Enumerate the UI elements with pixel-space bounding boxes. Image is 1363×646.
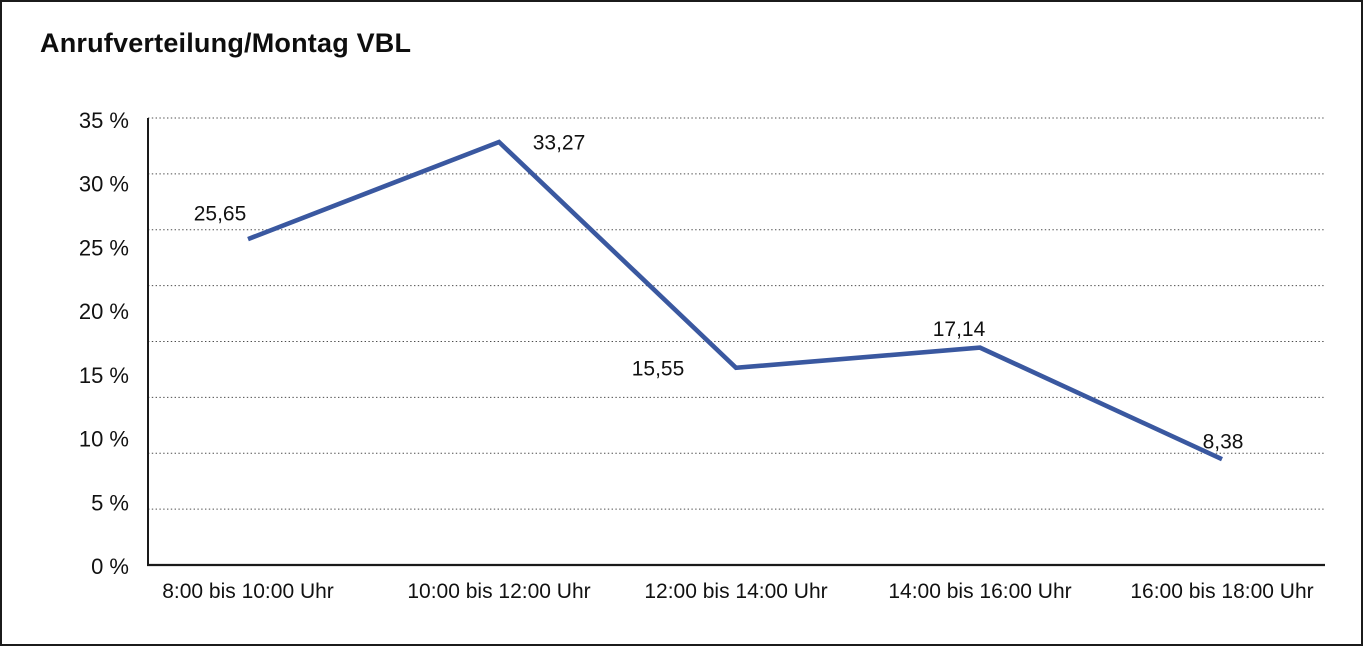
y-axis-tick-label: 30 % <box>79 172 129 197</box>
data-point-label: 17,14 <box>933 318 986 341</box>
y-axis-tick-label: 20 % <box>79 299 129 324</box>
y-axis-tick-label: 5 % <box>91 490 129 515</box>
y-axis-tick-label: 15 % <box>79 363 129 388</box>
x-axis-category-label: 14:00 bis 16:00 Uhr <box>888 580 1071 603</box>
x-axis-category-label: 16:00 bis 18:00 Uhr <box>1130 580 1313 603</box>
data-point-label: 15,55 <box>632 357 685 380</box>
x-axis-category-label: 8:00 bis 10:00 Uhr <box>162 580 334 603</box>
y-axis-tick-label: 25 % <box>79 235 129 260</box>
data-point-label: 8,38 <box>1203 431 1244 454</box>
data-point-label: 33,27 <box>533 132 586 155</box>
y-axis-tick-label: 10 % <box>79 427 129 452</box>
chart-title: Anrufverteilung/Montag VBL <box>40 28 412 58</box>
x-axis-category-label: 10:00 bis 12:00 Uhr <box>407 580 590 603</box>
x-axis-category-label: 12:00 bis 14:00 Uhr <box>644 580 827 603</box>
data-series-line <box>247 139 1223 462</box>
y-axis-tick-label: 0 % <box>91 554 129 579</box>
data-point-label: 25,65 <box>194 203 247 226</box>
y-axis-tick-label: 35 % <box>79 108 129 133</box>
